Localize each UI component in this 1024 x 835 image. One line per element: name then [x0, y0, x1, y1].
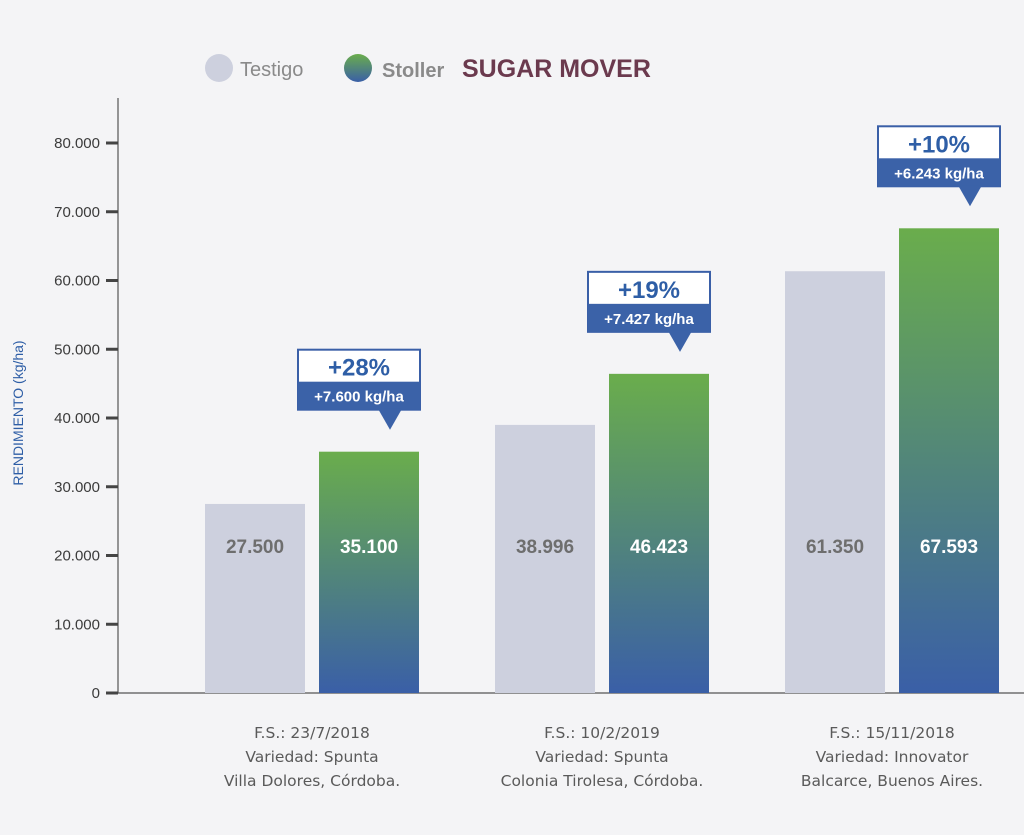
bar-value-labels: 27.500 35.100 38.996 46.423 61.350 67.593: [226, 537, 978, 558]
y-tick-label: 40.000: [54, 410, 100, 427]
bar-value-control: 38.996: [516, 537, 574, 558]
callout-pointer: [668, 330, 692, 352]
callout-percent: +10%: [908, 131, 970, 158]
x-category-line: Variedad: Innovator: [816, 748, 969, 766]
legend-treatment-brand: Stoller: [382, 60, 444, 82]
bar-treatment: [609, 373, 709, 693]
callout-pointer: [958, 185, 982, 207]
callout-percent: +19%: [618, 277, 680, 304]
bar-treatment: [319, 451, 419, 693]
callout-kg: +7.427 kg/ha: [604, 311, 694, 328]
bar-value-control: 61.350: [806, 537, 864, 558]
y-tick-label: 0: [92, 685, 100, 702]
callout-kg: +6.243 kg/ha: [894, 165, 984, 182]
legend-treatment-swatch: [344, 54, 372, 82]
legend-control-swatch: [205, 54, 233, 82]
callout-band: [588, 303, 710, 332]
y-axis-label: RENDIMIENTO (kg/ha): [10, 340, 26, 485]
y-tick-label: 20.000: [54, 548, 100, 565]
bar-value-treatment: 67.593: [920, 537, 978, 558]
legend-control-label: Testigo: [240, 59, 303, 81]
bar-value-treatment: 35.100: [340, 537, 398, 558]
callout-band: [878, 158, 1000, 187]
callout-band: [298, 381, 420, 410]
y-tick-label: 70.000: [54, 204, 100, 221]
x-category-line: Variedad: Spunta: [245, 748, 378, 766]
y-tick-label: 30.000: [54, 479, 100, 496]
increase-callout: +10% +6.243 kg/ha: [877, 125, 1001, 207]
callout-kg: +7.600 kg/ha: [314, 389, 404, 406]
bar-value-control: 27.500: [226, 537, 284, 558]
increase-callouts: +28% +7.600 kg/ha +19% +7.427 kg/ha +10% +6.2…: [297, 125, 1001, 430]
y-ticks: 0 10.000 20.000 30.000 40.000 50.000 60.000 70.…: [54, 135, 118, 702]
bar-treatment: [899, 228, 999, 693]
callout-percent: +28%: [328, 355, 390, 382]
x-category-line: Balcarce, Buenos Aires.: [801, 772, 983, 790]
x-category-line: Villa Dolores, Córdoba.: [224, 772, 400, 790]
legend-treatment-product: SUGAR MOVER: [462, 55, 651, 83]
x-category-line: F.S.: 23/7/2018: [254, 724, 370, 742]
bar-control: [495, 424, 595, 693]
y-tick-label: 10.000: [54, 616, 100, 633]
x-category-line: Variedad: Spunta: [535, 748, 668, 766]
increase-callout: +28% +7.600 kg/ha: [297, 348, 421, 430]
y-tick-label: 60.000: [54, 273, 100, 290]
x-category-labels: F.S.: 23/7/2018 Variedad: Spunta Villa Dol…: [224, 724, 983, 790]
bar-value-treatment: 46.423: [630, 537, 688, 558]
x-category-line: F.S.: 10/2/2019: [544, 724, 660, 742]
y-tick-label: 50.000: [54, 341, 100, 358]
x-category-line: F.S.: 15/11/2018: [829, 724, 955, 742]
bar-control: [785, 271, 885, 693]
callout-pointer: [378, 408, 402, 430]
x-category-line: Colonia Tirolesa, Córdoba.: [501, 772, 704, 790]
bar-control: [205, 503, 305, 693]
legend: Testigo Stoller SUGAR MOVER: [205, 54, 651, 83]
bars: [205, 228, 999, 693]
increase-callout: +19% +7.427 kg/ha: [587, 270, 711, 352]
y-tick-label: 80.000: [54, 135, 100, 152]
